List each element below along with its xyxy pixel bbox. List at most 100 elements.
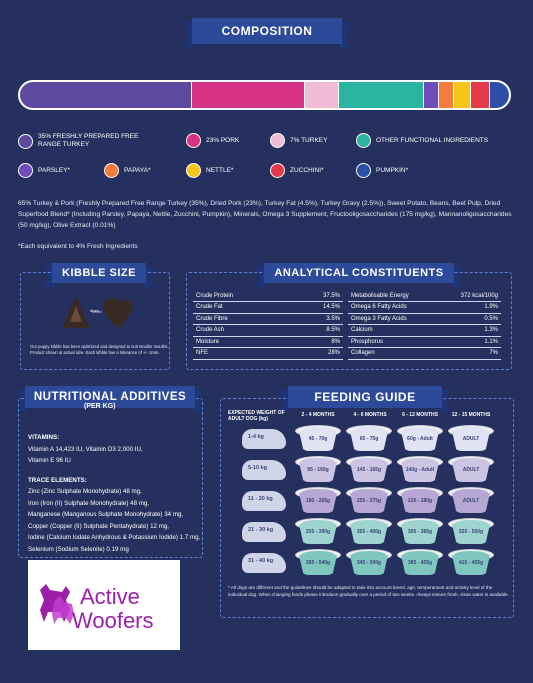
bowl-amount: 345 - 500g (356, 560, 382, 566)
vitamins-line: Vitamin E 96 IU (28, 457, 71, 464)
food-bowl: 205 - 390g (295, 518, 341, 546)
composition-segment (20, 82, 192, 108)
legend-dot (186, 133, 201, 148)
analytical-value: 8.5% (290, 324, 343, 337)
legend-dot (104, 163, 119, 178)
analytical-name: Calcium (348, 324, 440, 337)
composition-segment (469, 82, 490, 108)
bowl-body (350, 431, 388, 451)
analytical-value: 0.5% (439, 313, 501, 325)
age-column-2: 4 - 6 MONTHS (353, 412, 387, 418)
bowl-body (452, 493, 490, 513)
trace-line: Copper (Copper (II) Sulphate Pentahydrat… (28, 522, 170, 530)
legend-item-papaya: PAPAYA* (104, 163, 151, 178)
kibble-triangle-highlight (70, 306, 82, 322)
vitamins-line: Vitamin A 14,423 IU, Vitamin D3 2,000 IU… (28, 445, 143, 453)
composition-segment (438, 82, 453, 108)
bowl-amount: 140g - Adult (405, 467, 435, 473)
legend-item-other: OTHER FUNCTIONAL INGREDIENTS (356, 133, 488, 148)
dog-silhouette-2 (52, 596, 74, 624)
trace-line: Zinc (Zinc Sulphate Monohydrate) 48 mg, (28, 488, 142, 495)
composition-title: COMPOSITION (221, 24, 313, 38)
food-bowl: 95 - 160g (295, 456, 341, 484)
dogs-logo-icon (40, 584, 74, 624)
active-woofers-logo: Active Woofers (28, 560, 180, 650)
dog-weight-label: 1-4 kg (248, 434, 264, 440)
bowl-amount: 145 - 165g (356, 467, 382, 473)
food-bowl: 285 - 540g (295, 549, 341, 577)
dog-weight-label: 5-10 kg (248, 465, 267, 471)
kibble-note: Our puppy kibble has been optimized and … (30, 344, 169, 355)
food-bowl: 60g - Adult (397, 425, 443, 453)
vitamins-heading: VITAMINS: (28, 434, 60, 441)
legend-item-turkey: 35% FRESHLY PREPARED FREE RANGE TURKEY (18, 133, 148, 149)
legend-dot (270, 163, 285, 178)
analytical-name: Crude Ash (193, 324, 291, 337)
analytical-row: Metabolisable Energy 372 kcal/100g (348, 290, 501, 302)
analytical-row: Crude Fat 14.5% (193, 301, 343, 314)
feeding-banner: FEEDING GUIDE (288, 386, 442, 408)
dog-weight-label: 11 - 20 kg (248, 496, 273, 502)
bowl-amount: ADULT (462, 467, 480, 473)
logo-text-woofers: Woofers (72, 608, 154, 633)
legend-label: PARSLEY* (38, 166, 71, 174)
analytical-value: 8% (290, 336, 343, 348)
feeding-title: FEEDING GUIDE (314, 390, 416, 404)
analytical-row: Calcium 1.3% (348, 324, 501, 337)
bowl-body (350, 493, 388, 513)
dog-icon (242, 553, 286, 573)
food-bowl: 180 - 265g (295, 487, 341, 515)
legend-label: ZUCCHINI* (290, 166, 324, 174)
analytical-value: 28% (290, 347, 343, 360)
analytical-value: 14.5% (290, 301, 343, 314)
bowl-amount: 255 - 275g (356, 498, 382, 504)
bowl-amount: 205 - 390g (305, 529, 331, 535)
legend-item-zucchini: ZUCCHINI* (270, 163, 324, 178)
bowl-body (299, 431, 337, 451)
composition-banner: COMPOSITION (192, 18, 342, 44)
ingredients-text: 65% Turkey & Pork (Freshly Prepared Free… (18, 200, 512, 229)
analytical-row: Phosphorus 1.1% (348, 336, 501, 348)
legend-dot (18, 163, 33, 178)
bowl-amount: 180 - 265g (305, 498, 331, 504)
food-bowl: 355 - 400g (346, 518, 392, 546)
analytical-table-left: Crude Protein 37.5% Crude Fat 14.5% Crude Fi… (193, 290, 343, 360)
bowl-body (401, 493, 439, 513)
legend-label: OTHER FUNCTIONAL INGREDIENTS (376, 136, 489, 144)
nutritional-content: VITAMINS: Vitamin A 14,423 IU, Vitamin D… (28, 428, 203, 555)
kibble-size-label: 5mm (90, 308, 99, 313)
bowl-body (452, 431, 490, 451)
bowl-body (401, 555, 439, 575)
trace-line: Selenium (Sodium Selenite) 0.19 mg (28, 545, 129, 553)
bowl-amount: 60g - Adult (407, 436, 433, 442)
analytical-row: Collagen 7% (348, 347, 501, 360)
analytical-name: Omega 3 Fatty Acids (348, 313, 440, 325)
kibble-illustration (62, 296, 133, 328)
analytical-value: 37.5% (290, 290, 343, 302)
legend-label: 23% PORK (206, 136, 240, 144)
bowl-amount: 305 - 385g (407, 529, 433, 535)
food-bowl: ADULT (448, 487, 494, 515)
analytical-row: Crude Fibre 3.5% (193, 313, 343, 325)
age-column-3: 6 - 12 MONTHS (402, 412, 438, 418)
analytical-row: Omega 6 Fatty Acids 1.9% (348, 301, 501, 314)
analytical-row: Crude Protein 37.5% (193, 290, 343, 302)
dog-icon (242, 460, 286, 480)
bowl-amount: 95 - 160g (307, 467, 329, 473)
bowl-amount: 355 - 400g (356, 529, 382, 535)
legend-item-pumpkin: PUMPKIN* (356, 163, 408, 178)
trace-line: Manganese (Manganous Sulphate Monohydrat… (28, 511, 184, 518)
analytical-row: NFE 28% (193, 347, 343, 360)
legend-dot (186, 163, 201, 178)
age-column-1: 2 - 4 MONTHS (301, 412, 335, 418)
composition-segment (191, 82, 304, 108)
bowl-body (452, 524, 490, 544)
bowl-body (350, 462, 388, 482)
food-bowl: 415 - 455g (448, 549, 494, 577)
bowl-body (350, 555, 388, 575)
analytical-title: ANALYTICAL CONSTITUENTS (274, 267, 444, 279)
analytical-value: 372 kcal/100g (439, 290, 501, 302)
legend-item-nettle: NETTLE* (186, 163, 233, 178)
nutritional-title: NUTRITIONAL ADDITIVES (33, 391, 187, 403)
bowl-body (452, 462, 490, 482)
